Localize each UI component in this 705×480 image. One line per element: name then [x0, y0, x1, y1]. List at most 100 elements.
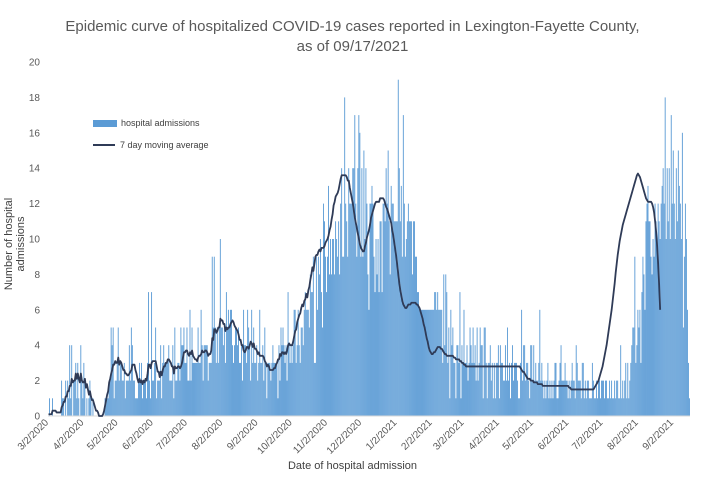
admission-bar [449, 398, 451, 416]
admission-bar [334, 274, 336, 416]
x-tick-label: 7/2/2021 [570, 417, 606, 453]
admission-bar [532, 380, 534, 416]
admission-bar [360, 256, 362, 416]
admission-bar [366, 203, 368, 416]
admission-bar [212, 327, 214, 416]
admission-bar [286, 380, 288, 416]
x-tick-label: 9/2/2020 [225, 417, 261, 453]
admission-bar [222, 345, 224, 416]
admission-bar [680, 239, 682, 416]
admission-bar [331, 274, 332, 416]
admission-bar [615, 398, 617, 416]
admission-bar [487, 362, 489, 416]
admission-bar [444, 345, 446, 416]
admission-bar [284, 362, 286, 416]
admission-bar [170, 380, 172, 416]
admission-bar [422, 309, 423, 416]
admission-bar [418, 292, 419, 416]
admission-bar [501, 362, 503, 416]
admission-bar [660, 203, 662, 416]
admission-bar [631, 345, 633, 416]
admission-bar [603, 380, 604, 416]
admission-bar [545, 398, 547, 416]
admission-bar [252, 362, 254, 416]
admission-bar [129, 380, 131, 416]
admission-bar [173, 398, 175, 416]
admission-bar [679, 203, 681, 416]
admission-bar [475, 380, 477, 416]
admission-bar [228, 327, 230, 416]
admission-bar [578, 380, 580, 416]
admission-bar [522, 380, 524, 416]
legend: hospital admissions 7 day moving average [93, 112, 209, 156]
admission-bar [645, 221, 647, 416]
admission-bar [258, 362, 260, 416]
admission-bar [601, 380, 602, 416]
admission-bar [590, 398, 592, 416]
admission-bar [566, 380, 568, 416]
admission-bar [617, 380, 619, 416]
admission-bar [634, 256, 636, 416]
admission-bar [392, 203, 394, 416]
admission-bar [570, 380, 572, 416]
admission-bar [664, 97, 666, 417]
admission-bar [648, 221, 650, 416]
admission-bar [225, 292, 227, 416]
admission-bar [453, 362, 455, 416]
admission-bar [478, 362, 480, 416]
admission-bar [192, 362, 194, 416]
admission-bar [363, 150, 365, 416]
admission-bar [86, 398, 88, 416]
admission-bar [308, 327, 310, 416]
admission-bar [391, 203, 393, 416]
admission-bar [399, 221, 401, 416]
y-axis-label: Number of hospital admissions [3, 197, 27, 291]
admission-bar [683, 256, 685, 416]
admission-bar [678, 185, 680, 416]
admission-bar [90, 398, 92, 416]
admission-bar [438, 309, 440, 416]
admission-bar [248, 327, 250, 416]
admission-bar [171, 380, 173, 416]
admission-bar [412, 221, 414, 416]
admission-bar [356, 256, 358, 416]
admission-bar [197, 327, 199, 416]
admission-bar [555, 362, 557, 416]
admission-bar [243, 309, 245, 416]
admission-bar [394, 221, 396, 416]
admission-bar [327, 256, 328, 416]
admission-bar [287, 292, 289, 416]
admission-bar [349, 203, 351, 416]
admission-bar [358, 115, 360, 416]
admission-bar [149, 380, 151, 416]
admission-bar [49, 398, 50, 416]
admission-bar [292, 345, 294, 416]
admission-bar [282, 327, 284, 416]
admission-bar [402, 115, 404, 416]
admission-bar [492, 398, 494, 416]
admission-bar [343, 256, 345, 416]
admission-bar [568, 380, 570, 416]
admission-bar [467, 380, 469, 416]
legend-line-label: 7 day moving average [120, 140, 209, 150]
admission-bar [362, 256, 364, 416]
admission-bar [676, 221, 678, 416]
admission-bar [255, 362, 257, 416]
admission-bar [434, 292, 436, 416]
admission-bar [497, 345, 499, 416]
admission-bar [236, 327, 237, 416]
admission-bar [659, 239, 661, 416]
admission-bar [126, 380, 128, 416]
admission-bar [622, 380, 624, 416]
admission-bar [317, 256, 319, 416]
admission-bar [301, 327, 303, 416]
admission-bar [621, 398, 623, 416]
admission-bar [270, 380, 272, 416]
admission-bar [355, 203, 357, 416]
admission-bar [261, 362, 263, 416]
admission-bar [344, 97, 346, 417]
admission-bar [178, 362, 180, 416]
admission-bar [562, 380, 564, 416]
admission-bar [82, 398, 84, 416]
admission-bar [565, 380, 567, 416]
